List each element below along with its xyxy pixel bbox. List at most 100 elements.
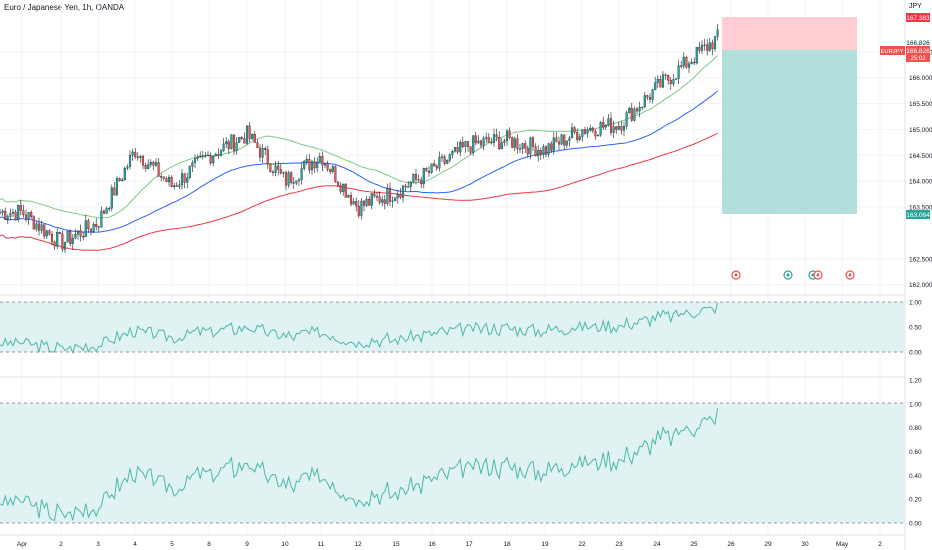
candle-body <box>425 168 428 172</box>
candle-body <box>490 142 493 144</box>
candle-body <box>82 236 85 238</box>
candle-body <box>443 156 446 164</box>
candle-body <box>199 155 202 158</box>
candle-body <box>638 107 641 112</box>
oscillator-1-line <box>0 302 719 355</box>
candle-body <box>264 148 267 150</box>
candle-body <box>599 122 602 136</box>
candle-body <box>453 147 457 152</box>
candle-body <box>74 234 77 239</box>
candle-body <box>165 178 168 183</box>
candle-body <box>336 181 340 186</box>
candle-body <box>646 95 649 98</box>
candle-body <box>27 212 30 220</box>
candle-body <box>495 134 498 138</box>
candle-body <box>700 45 704 51</box>
candle-body <box>680 65 683 67</box>
candle-body <box>19 205 22 211</box>
candle-body <box>342 183 345 192</box>
candle-body <box>357 205 360 216</box>
candle-body <box>440 156 444 158</box>
stop-loss-zone[interactable] <box>722 17 857 50</box>
candle-body <box>214 153 217 157</box>
candle-body <box>178 184 181 187</box>
candle-body <box>620 126 623 131</box>
candle-body <box>391 200 394 202</box>
candle-body <box>511 137 514 148</box>
candle-body <box>448 154 451 161</box>
candle-body <box>708 42 711 51</box>
take-profit-zone[interactable] <box>722 50 857 214</box>
candle-body <box>173 185 176 187</box>
candle-body <box>412 173 415 183</box>
time-axis[interactable]: Apr 2 3 4 5 8 9 10 11 12 15 16 17 18 19 22 23 24 25 26 29 30 M… <box>17 541 882 548</box>
marker-price-tag: 166.826 <box>906 38 930 47</box>
candle-body <box>607 118 610 126</box>
candle-body <box>240 137 243 139</box>
candle-body <box>225 141 228 145</box>
candle-body <box>596 134 600 137</box>
candle-body <box>687 63 691 68</box>
candle-body <box>430 163 433 173</box>
time-tick-label: 12 <box>354 541 362 548</box>
candle-body <box>388 187 392 202</box>
svg-text:167.383: 167.383 <box>906 15 930 22</box>
candle-body <box>630 107 633 121</box>
candle-body <box>544 146 548 155</box>
candle-body <box>212 156 215 164</box>
time-tick-label: 22 <box>578 541 586 548</box>
candle-body <box>248 125 251 139</box>
candle-body <box>677 65 680 79</box>
candle-body <box>526 147 529 155</box>
candle-body <box>407 186 410 188</box>
candle-body <box>565 140 568 146</box>
price-axis[interactable]: 162.000 162.500 163.500 164.000 164.500 165.0… <box>909 49 932 289</box>
event-markers[interactable] <box>731 270 855 280</box>
candle-body <box>344 183 347 198</box>
candle-body <box>641 106 644 108</box>
candle-body <box>310 161 314 171</box>
candle-body <box>17 205 20 220</box>
time-tick-label: 3 <box>96 541 100 548</box>
price-tick-label: 163.500 <box>909 205 932 212</box>
candle-body <box>22 210 25 216</box>
candle-body <box>360 200 363 216</box>
candle-body <box>115 178 119 196</box>
candle-body <box>162 176 165 179</box>
candle-body <box>24 214 28 220</box>
candle-body <box>334 166 337 183</box>
oscillator-2-axis: 1.20 1.00 0.80 0.60 0.40 0.20 0.00 <box>909 378 922 528</box>
candle-body <box>586 130 589 134</box>
candle-body <box>271 171 275 173</box>
candle-body <box>550 143 553 151</box>
candle-body <box>531 137 535 147</box>
candle-body <box>35 223 38 230</box>
candle-body <box>108 208 111 210</box>
candle-body <box>105 208 108 214</box>
candle-body <box>615 126 618 130</box>
candle-body <box>633 108 636 121</box>
oscillator-2-tick-label: 0.40 <box>909 473 922 480</box>
price-tick-label: 166.000 <box>909 75 932 82</box>
oscillator-1-band <box>0 302 905 352</box>
candle-body <box>295 180 298 184</box>
time-tick-label: 9 <box>245 541 249 548</box>
candle-body <box>303 161 306 169</box>
candle-body <box>368 199 371 206</box>
candle-body <box>469 146 472 153</box>
candle-body <box>6 216 9 220</box>
candle-body <box>396 193 399 198</box>
candle-body <box>134 151 137 158</box>
oscillator-2-tick-label: 1.00 <box>909 401 922 408</box>
candle-body <box>269 164 272 173</box>
candle-body <box>102 210 106 214</box>
candle-body <box>482 138 485 146</box>
candle-body <box>654 82 657 91</box>
candle-body <box>628 107 631 113</box>
candle-body <box>251 134 254 139</box>
oscillator-2-line <box>0 408 719 521</box>
time-tick-label: 18 <box>503 541 511 548</box>
candle-body <box>167 177 171 183</box>
candle-body <box>518 148 522 150</box>
